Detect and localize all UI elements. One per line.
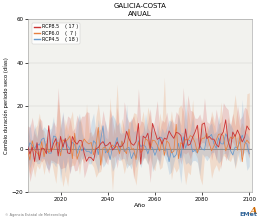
X-axis label: Año: Año: [134, 203, 146, 208]
Text: EMet: EMet: [239, 212, 257, 217]
Text: A: A: [250, 207, 257, 216]
Text: © Agencia Estatal de Meteorología: © Agencia Estatal de Meteorología: [5, 213, 67, 217]
Y-axis label: Cambio duración periodo seco (días): Cambio duración periodo seco (días): [3, 57, 9, 154]
Title: GALICIA-COSTA
ANUAL: GALICIA-COSTA ANUAL: [113, 3, 166, 17]
Legend: RCP8.5    ( 17 ), RCP6.0    (  7 ), RCP4.5    ( 18 ): RCP8.5 ( 17 ), RCP6.0 ( 7 ), RCP4.5 ( 18…: [32, 22, 80, 44]
